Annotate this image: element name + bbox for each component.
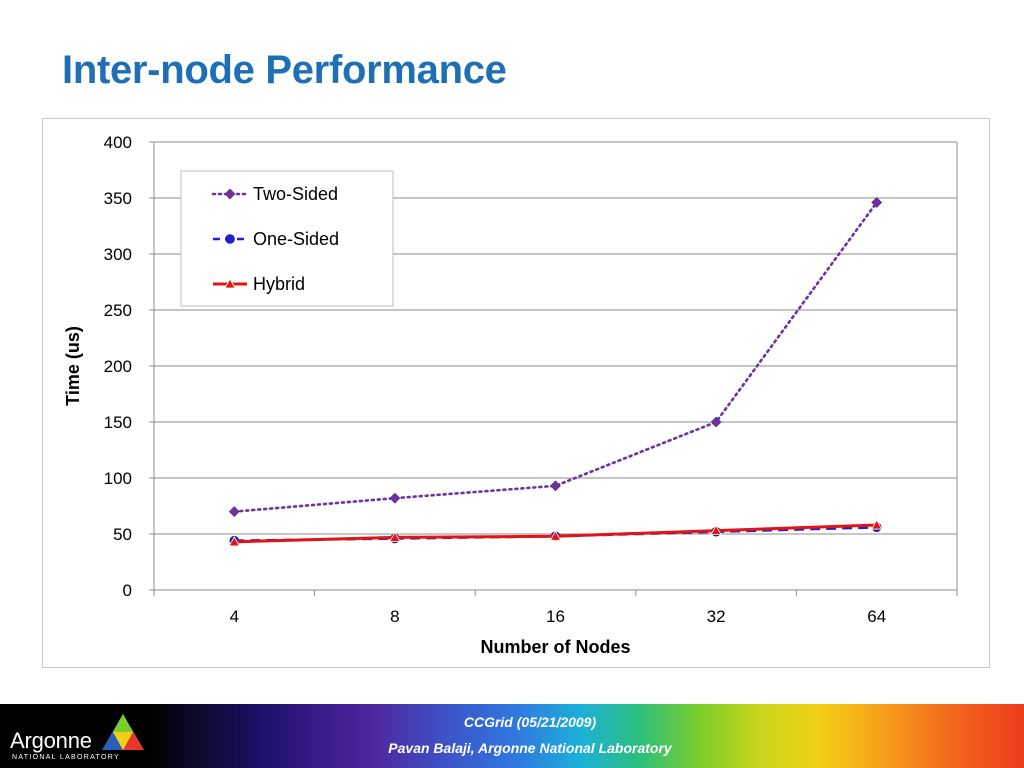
footer-conference: CCGrid (05/21/2009) <box>463 714 597 730</box>
data-point-hybrid <box>871 519 883 530</box>
legend-label-two-sided: Two-Sided <box>253 184 338 204</box>
x-tick-label: 32 <box>707 607 726 626</box>
y-tick-label: 0 <box>123 581 132 600</box>
data-point-hybrid <box>389 531 401 542</box>
data-point-two-sided <box>871 197 883 208</box>
y-tick-label: 400 <box>104 133 132 152</box>
footer-author: Pavan Balaji, Argonne National Laborator… <box>388 740 672 756</box>
footer-bar <box>0 704 1024 768</box>
data-point-two-sided <box>228 506 240 518</box>
chart-frame: 0 50 100 150 200 250 300 350 400 4 8 16 32 64 Number o… <box>42 118 990 668</box>
y-tick-label: 50 <box>113 525 132 544</box>
data-point-hybrid <box>710 524 722 536</box>
logo-text: Argonne <box>10 728 92 753</box>
data-point-hybrid <box>228 536 240 547</box>
x-tick-label: 4 <box>230 607 239 626</box>
data-point-two-sided <box>550 480 561 492</box>
legend-marker-hybrid <box>224 278 236 289</box>
y-axis-label: Time (us) <box>63 326 83 406</box>
legend-marker-one-sided <box>225 234 235 244</box>
y-tick-label: 200 <box>104 357 132 376</box>
x-axis-label: Number of Nodes <box>480 637 630 657</box>
logo-subtext: NATIONAL LABORATORY <box>12 754 120 761</box>
y-tick-label: 250 <box>104 301 132 320</box>
legend-marker-two-sided <box>224 188 236 200</box>
y-tick-label: 150 <box>104 413 132 432</box>
data-point-two-sided <box>710 416 722 428</box>
y-tick-label: 300 <box>104 245 132 264</box>
y-tick-label: 100 <box>104 469 132 488</box>
y-tick-label: 350 <box>104 189 132 208</box>
footer-spacer <box>0 684 1024 704</box>
x-tick-label: 16 <box>546 607 565 626</box>
series-line-two-sided <box>233 201 879 513</box>
slide-title: Inter-node Performance <box>62 48 507 92</box>
data-point-two-sided <box>389 492 401 504</box>
argonne-logo: Argonne NATIONAL LABORATORY <box>6 710 156 764</box>
legend-label-hybrid: Hybrid <box>253 274 305 294</box>
line-chart: 0 50 100 150 200 250 300 350 400 4 8 16 32 64 Number o… <box>63 133 958 657</box>
legend-label-one-sided: One-Sided <box>253 229 339 249</box>
x-tick-label: 8 <box>390 607 399 626</box>
x-tick-label: 64 <box>867 607 886 626</box>
data-point-hybrid <box>549 530 562 541</box>
argonne-triangle-icon <box>102 714 144 750</box>
